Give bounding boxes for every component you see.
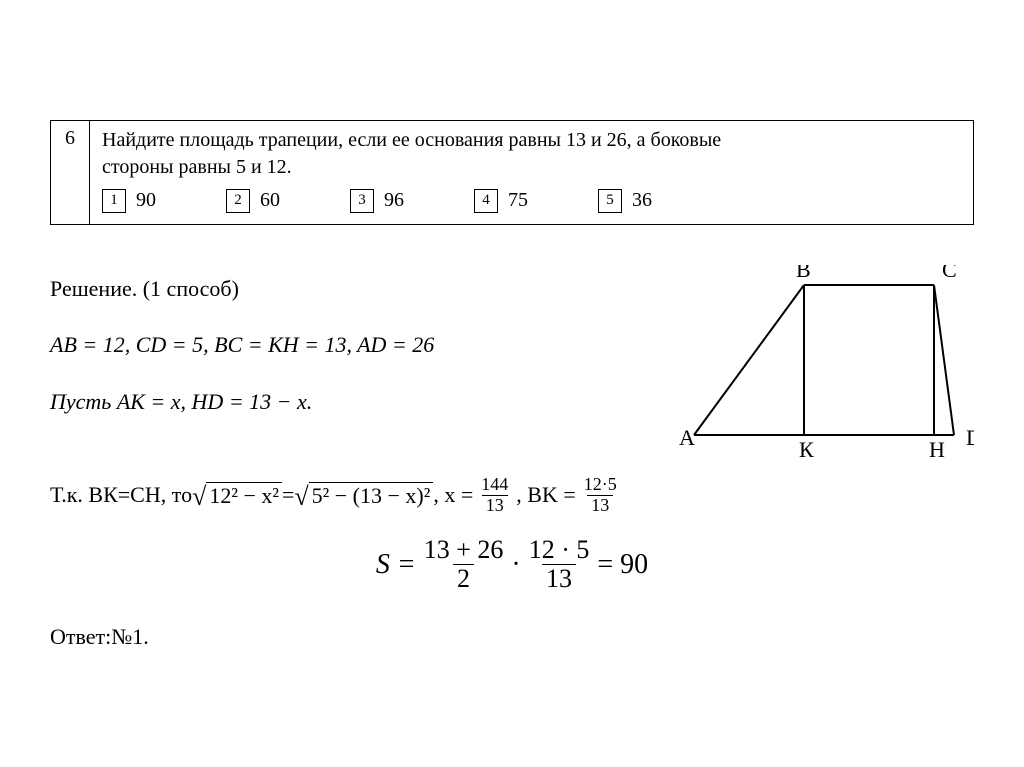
frac-num: 12 · 5: [525, 536, 594, 565]
equation-line: Т.к. ВК=СН, то √ 12² − x² = √ 5² − (13 −…: [50, 475, 974, 516]
dot: ·: [511, 549, 520, 581]
frac-den: 13: [542, 564, 576, 594]
s-result: = 90: [597, 549, 648, 581]
svg-text:D: D: [966, 425, 974, 450]
problem-text-2: стороны равны 5 и 12.: [102, 154, 961, 181]
frac-den: 13: [587, 495, 613, 516]
answer-num: 4: [482, 190, 490, 210]
answer-num: 3: [358, 190, 366, 210]
answer-num-box: 4: [474, 189, 498, 213]
svg-text:Н: Н: [929, 437, 945, 462]
answer-num: 1: [110, 190, 118, 210]
fraction: 12 · 5 13: [525, 536, 594, 594]
given-line: AB = 12, CD = 5, BC = KH = 13, AD = 26: [50, 321, 644, 369]
let-line: Пусть AK = x, HD = 13 − x.: [50, 378, 644, 426]
answer-option: 3 96: [350, 187, 404, 214]
fraction: 144 13: [477, 475, 512, 516]
answer-value: 90: [136, 187, 156, 214]
frac-den: 13: [482, 495, 508, 516]
answer-num-box: 5: [598, 189, 622, 213]
answer-option: 4 75: [474, 187, 528, 214]
answer-num-box: 2: [226, 189, 250, 213]
problem-content: Найдите площадь трапеции, если ее основа…: [90, 121, 973, 224]
answer-num: 2: [234, 190, 242, 210]
answer-num-box: 1: [102, 189, 126, 213]
sqrt-sign-icon: √: [192, 484, 206, 511]
let-text: Пусть AK = x, HD = 13 − x.: [50, 389, 312, 414]
answer-options: 1 90 2 60 3 96 4 75 5 36: [102, 187, 961, 214]
answer-value: 75: [508, 187, 528, 214]
sqrt-1: √ 12² − x²: [192, 482, 282, 509]
sqrt-body: 12² − x²: [206, 482, 282, 509]
solution-area: Решение. (1 способ) AB = 12, CD = 5, BC …: [50, 265, 974, 465]
solution-heading: Решение. (1 способ): [50, 265, 644, 313]
answer-value: 36: [632, 187, 652, 214]
frac-num: 12·5: [580, 475, 621, 495]
x-eq: , x =: [433, 482, 473, 508]
svg-text:B: B: [796, 265, 811, 282]
frac-num: 13 + 26: [420, 536, 508, 565]
area-equation: S = 13 + 26 2 · 12 · 5 13 = 90: [50, 536, 974, 594]
fraction: 12·5 13: [580, 475, 621, 516]
sqrt-2: √ 5² − (13 − x)²: [294, 482, 433, 509]
eq-mid: =: [282, 482, 294, 508]
sqrt-body: 5² − (13 − x)²: [309, 482, 434, 509]
answer-option: 5 36: [598, 187, 652, 214]
frac-num: 144: [477, 475, 512, 495]
sqrt-sign-icon: √: [294, 484, 308, 511]
answer-option: 1 90: [102, 187, 156, 214]
problem-number-text: 6: [65, 127, 75, 150]
answer-value: 60: [260, 187, 280, 214]
answer-num-box: 3: [350, 189, 374, 213]
bk-eq: , BK =: [516, 482, 575, 508]
since-prefix: Т.к. ВК=СН, то: [50, 482, 192, 508]
answer-num: 5: [606, 190, 614, 210]
problem-text-1: Найдите площадь трапеции, если ее основа…: [102, 127, 961, 154]
answer-value: 96: [384, 187, 404, 214]
problem-box: 6 Найдите площадь трапеции, если ее осно…: [50, 120, 974, 225]
svg-text:C: C: [942, 265, 957, 282]
problem-number: 6: [51, 121, 90, 224]
s-label: S =: [376, 549, 416, 581]
trapezoid-diagram: A B C D К Н: [674, 265, 974, 465]
fraction: 13 + 26 2: [420, 536, 508, 594]
final-answer: Ответ:№1.: [50, 624, 974, 650]
frac-den: 2: [453, 564, 474, 594]
svg-text:К: К: [799, 437, 814, 462]
solution-text: Решение. (1 способ) AB = 12, CD = 5, BC …: [50, 265, 644, 434]
svg-text:A: A: [679, 425, 695, 450]
answer-option: 2 60: [226, 187, 280, 214]
